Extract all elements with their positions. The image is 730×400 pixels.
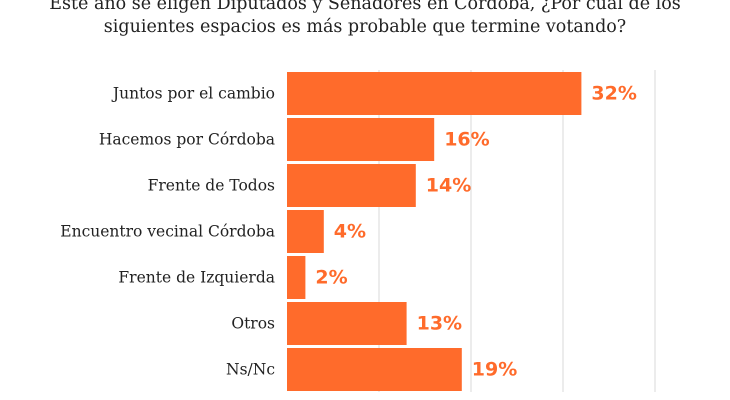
value-label-3: 14% bbox=[426, 175, 471, 197]
category-label-2: Hacemos por Córdoba bbox=[99, 131, 275, 149]
category-label-5: Frente de Izquierda bbox=[118, 269, 275, 287]
category-label-1: Juntos por el cambio bbox=[111, 85, 275, 103]
value-label-6: 13% bbox=[417, 313, 462, 335]
value-label-7: 19% bbox=[472, 359, 517, 381]
category-label-4: Encuentro vecinal Córdoba bbox=[60, 223, 275, 241]
bar-3 bbox=[287, 164, 416, 207]
value-label-5: 2% bbox=[315, 267, 347, 289]
value-labels: 32% 16% 14% 4% 2% 13% 19% bbox=[315, 83, 636, 381]
chart-title: Este año se eligen Diputados y Senadores… bbox=[0, 0, 730, 39]
value-label-1: 32% bbox=[591, 83, 636, 105]
value-label-4: 4% bbox=[334, 221, 366, 243]
value-label-2: 16% bbox=[444, 129, 489, 151]
category-labels: Juntos por el cambio Hacemos por Córdoba F… bbox=[60, 85, 275, 379]
bar-4 bbox=[287, 210, 324, 253]
category-label-3: Frente de Todos bbox=[148, 177, 275, 195]
chart-title-line-2: siguientes espacios es más probable que … bbox=[103, 17, 627, 37]
bar-5 bbox=[287, 256, 306, 299]
bar-6 bbox=[287, 302, 407, 345]
bar-2 bbox=[287, 118, 435, 161]
category-label-6: Otros bbox=[231, 315, 275, 333]
bar-7 bbox=[287, 348, 462, 391]
category-label-7: Ns/Nc bbox=[226, 361, 275, 379]
bar-1 bbox=[287, 72, 582, 115]
chart-title-line-1: Este año se eligen Diputados y Senadores… bbox=[49, 0, 681, 14]
bars bbox=[287, 72, 582, 391]
